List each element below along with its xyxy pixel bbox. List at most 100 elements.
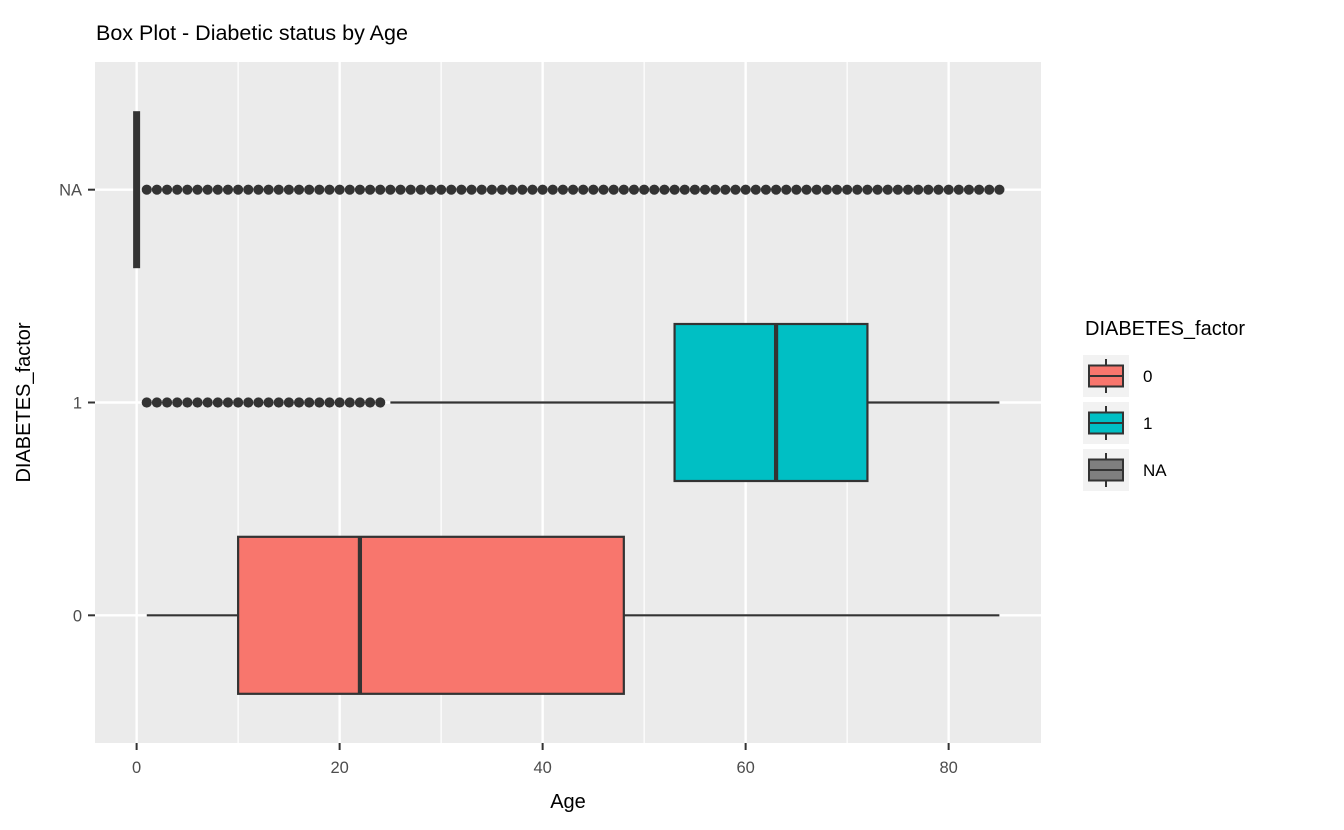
outlier-dot-NA [293,184,305,195]
outlier-dot-NA [263,184,274,195]
outlier-dot-NA [639,184,650,195]
outlier-dot-NA [750,184,761,195]
outlier-dot-1 [354,397,366,408]
outlier-dot-NA [892,184,903,195]
outlier-dot-NA [314,184,325,195]
outlier-dot-1 [364,397,376,408]
outlier-dot-NA [141,184,152,195]
collapsed-box-NA [133,111,141,269]
outlier-dot-NA [375,184,386,195]
outlier-dot-NA [984,184,995,195]
outlier-dot-NA [781,184,792,195]
outlier-dot-NA [801,184,812,195]
outlier-dot-NA [496,184,508,195]
y-tick-label-0: 0 [73,607,82,625]
outlier-dot-NA [821,184,832,195]
outlier-dot-NA [222,184,234,195]
outlier-dot-1 [375,397,386,408]
outlier-dot-NA [405,184,416,195]
outlier-dot-NA [842,184,853,195]
outlier-dot-1 [324,397,335,408]
outlier-dot-NA [192,184,203,195]
outlier-dot-NA [425,184,437,195]
outlier-dot-NA [517,184,528,195]
y-tick-label-1: 1 [73,395,82,413]
outlier-dot-NA [588,184,599,195]
outlier-dot-NA [730,184,741,195]
legend-label-NA: NA [1143,461,1167,480]
outlier-dot-1 [253,397,264,408]
outlier-dot-1 [161,397,173,408]
outlier-dot-1 [233,397,244,408]
outlier-dot-NA [395,184,406,195]
outlier-dot-NA [811,184,822,195]
outlier-dot-NA [994,184,1005,195]
outlier-dot-NA [476,184,487,195]
outlier-dot-NA [253,184,264,195]
outlier-dot-NA [862,184,873,195]
outlier-dot-NA [456,184,467,195]
outlier-dot-NA [943,184,954,195]
outlier-dot-NA [567,184,579,195]
outlier-dot-NA [791,184,802,195]
outlier-dot-NA [202,184,213,195]
outlier-dot-1 [192,397,203,408]
outlier-dot-NA [466,184,477,195]
x-tick-label-0: 0 [132,759,141,777]
outlier-dot-NA [344,184,355,195]
outlier-dot-1 [172,397,183,408]
outlier-dot-NA [527,184,538,195]
outlier-dot-NA [831,184,843,195]
outlier-dot-NA [913,184,924,195]
outlier-dot-NA [182,184,193,195]
outlier-dot-NA [283,184,294,195]
legend-label-0: 0 [1143,367,1152,386]
x-axis-title: Age [550,791,586,813]
outlier-dot-NA [760,184,772,195]
outlier-dot-1 [141,397,152,408]
outlier-dot-NA [882,184,893,195]
outlier-dot-1 [243,397,254,408]
outlier-dot-NA [973,184,985,195]
outlier-dot-NA [354,184,366,195]
outlier-dot-NA [852,184,863,195]
outlier-dot-1 [263,397,274,408]
x-tick-label-60: 60 [736,759,754,777]
outlier-dot-NA [578,184,589,195]
outlier-dot-NA [669,184,680,195]
outlier-dot-1 [283,397,294,408]
outlier-dot-NA [324,184,335,195]
outlier-dot-NA [689,184,700,195]
outlier-dot-NA [872,184,883,195]
legend-title: DIABETES_factor [1085,318,1245,340]
outlier-dot-NA [507,184,518,195]
outlier-dot-NA [963,184,975,195]
x-tick-label-20: 20 [330,759,348,777]
outlier-dot-NA [547,184,558,195]
box-0 [237,535,625,695]
outlier-dot-1 [304,397,315,408]
y-tick-label-NA: NA [59,182,82,200]
outlier-dot-NA [710,184,721,195]
outlier-dot-NA [740,184,751,195]
outlier-dot-1 [212,397,223,408]
outlier-dot-NA [720,184,731,195]
outlier-dot-NA [770,184,782,195]
outlier-dot-NA [304,184,315,195]
x-tick-label-40: 40 [533,759,551,777]
outlier-dot-NA [902,184,914,195]
outlier-dot-NA [212,184,223,195]
outlier-dot-NA [233,184,244,195]
outlier-dot-NA [364,184,376,195]
outlier-dot-NA [446,184,457,195]
outlier-dot-NA [151,184,163,195]
outlier-dot-NA [385,184,396,195]
box-1 [673,322,869,483]
outlier-dot-NA [486,184,497,195]
outlier-dot-1 [182,397,193,408]
outlier-dot-NA [273,184,284,195]
outlier-dot-1 [273,397,284,408]
outlier-dot-NA [628,184,640,195]
